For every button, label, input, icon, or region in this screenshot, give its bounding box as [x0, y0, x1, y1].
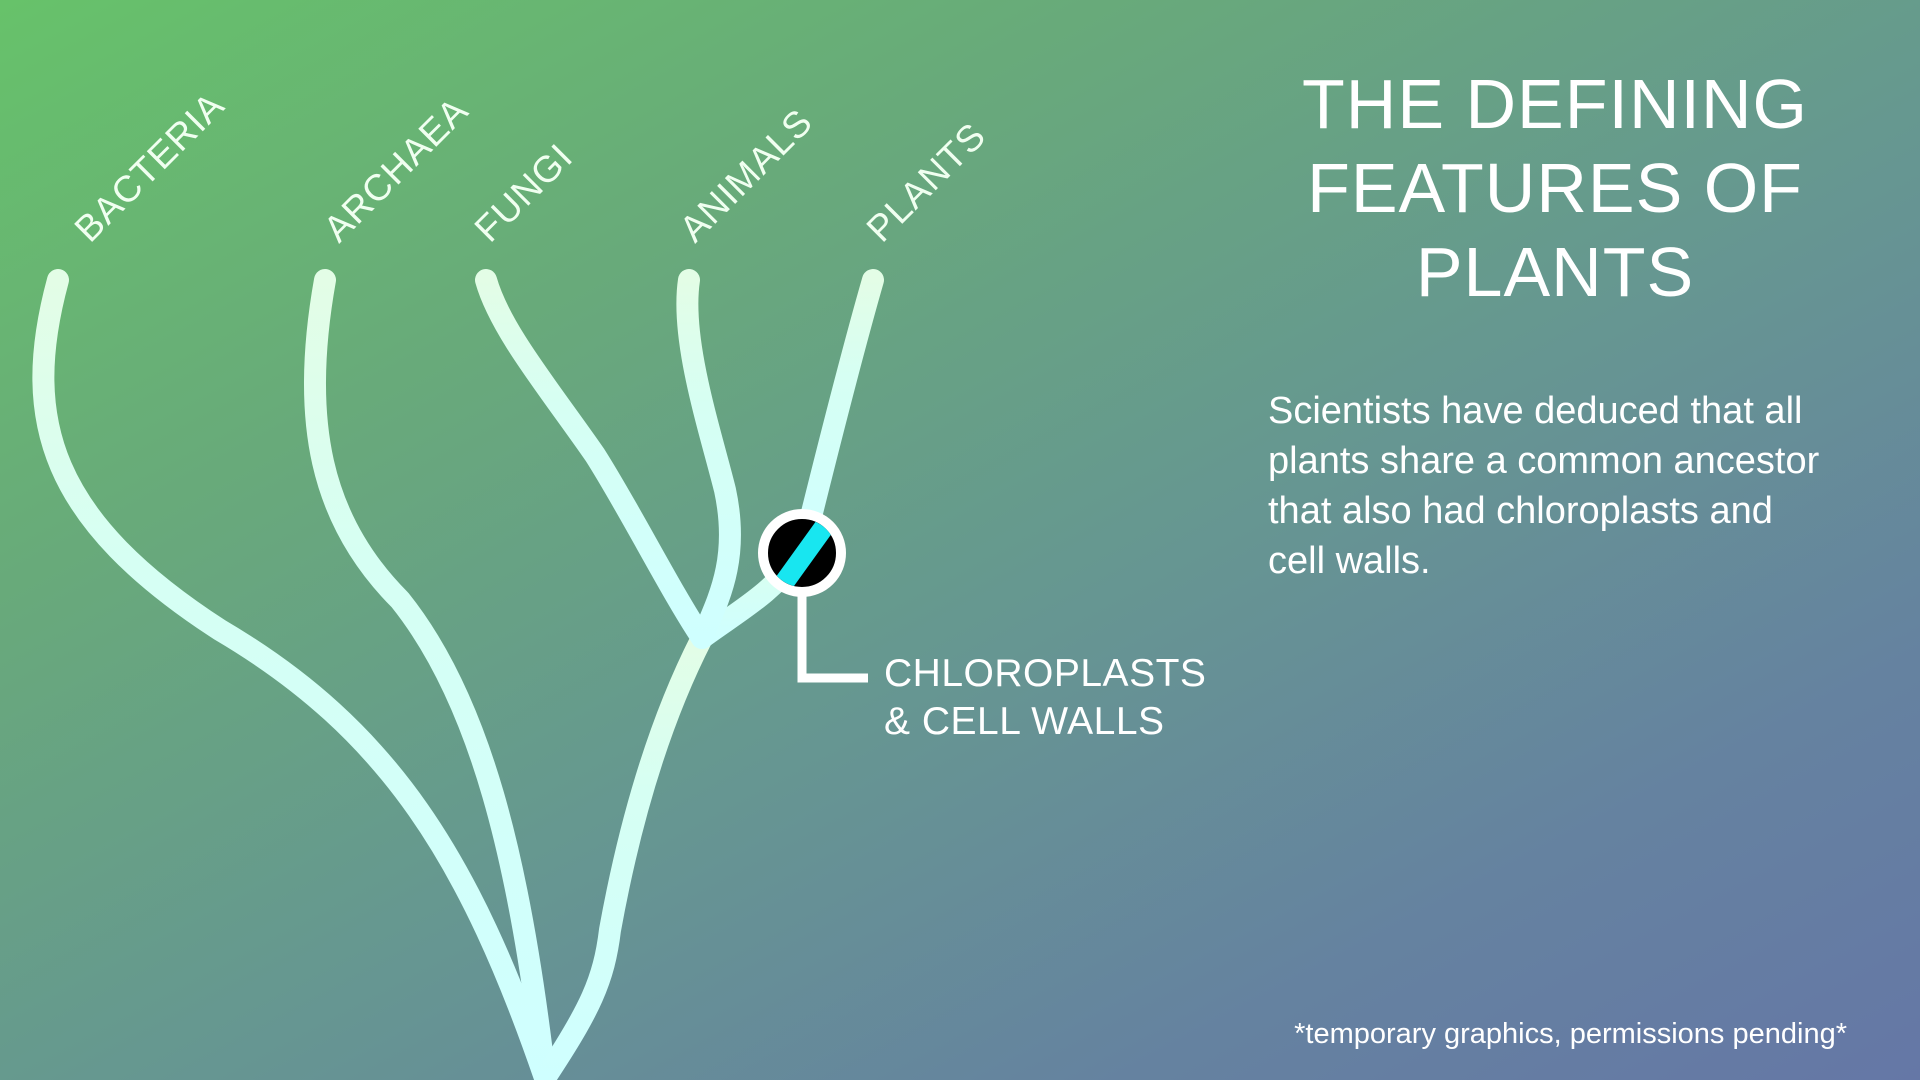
description-line: plants share a common ancestor	[1268, 440, 1820, 482]
trait-callout-label: CHLOROPLASTS & CELL WALLS	[884, 650, 1206, 746]
description-line: that also had chloroplasts and	[1268, 490, 1773, 532]
description-line: cell walls.	[1268, 540, 1431, 582]
branch-bacteria	[32, 269, 556, 1080]
callout-line: & CELL WALLS	[884, 700, 1165, 743]
branch-label-animals: ANIMALS	[672, 101, 821, 250]
description-line: Scientists have deduced that all	[1268, 390, 1803, 432]
description-paragraph: Scientists have deduced that all plants …	[1268, 386, 1868, 586]
branch-label-bacteria: BACTERIA	[67, 84, 232, 249]
footnote: *temporary graphics, permissions pending…	[1294, 1018, 1847, 1050]
callout-connector-line	[797, 587, 868, 683]
title-line: FEATURES OF	[1307, 149, 1803, 227]
trunk-main	[534, 627, 713, 1080]
branch-label-fungi: FUNGI	[467, 136, 581, 250]
branch-animals	[676, 269, 741, 649]
branch-fungi	[475, 269, 713, 649]
callout-line: CHLOROPLASTS	[884, 652, 1207, 695]
trait-marker-icon	[758, 509, 846, 597]
branch-archaea	[303, 269, 556, 1080]
page-title: THE DEFINING FEATURES OF PLANTS	[1230, 62, 1880, 314]
title-line: PLANTS	[1415, 233, 1695, 311]
branch-label-plants: PLANTS	[859, 115, 994, 250]
branch-label-archaea: ARCHAEA	[316, 89, 476, 249]
title-line: THE DEFINING	[1302, 65, 1808, 143]
